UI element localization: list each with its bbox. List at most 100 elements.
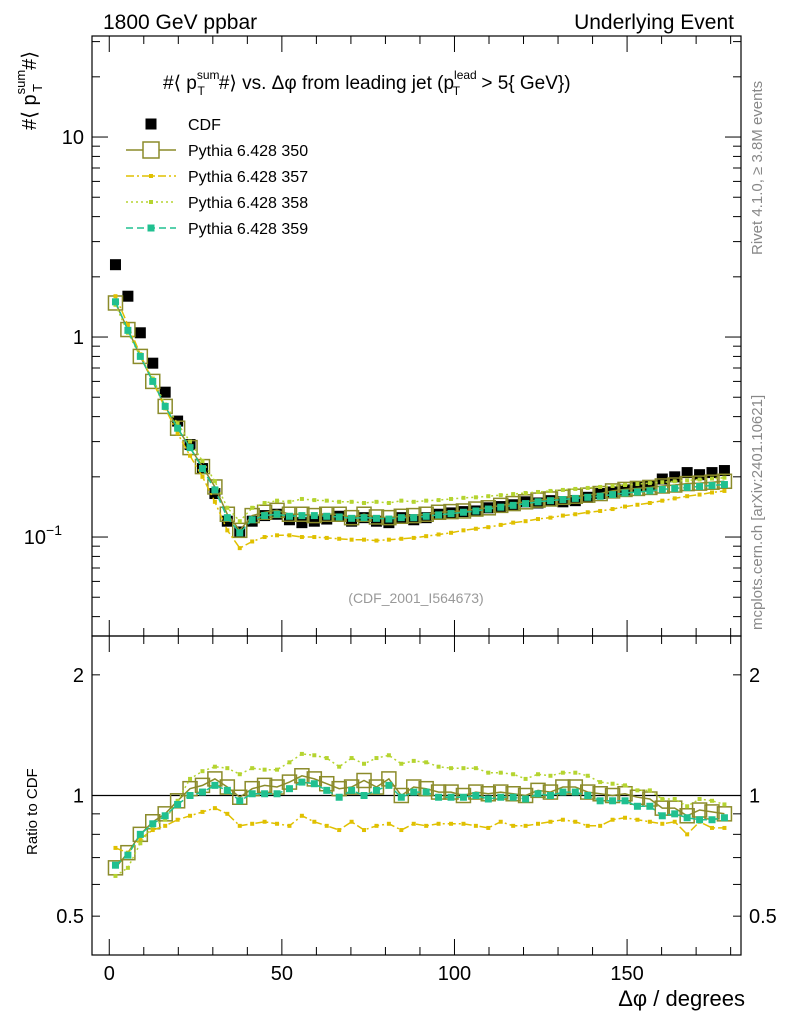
data-point — [498, 493, 503, 498]
series-pythia-6-428-357 — [113, 294, 727, 551]
data-point — [372, 786, 380, 794]
data-point — [161, 812, 169, 820]
data-point — [225, 528, 230, 533]
data-point — [212, 499, 217, 504]
data-point — [237, 772, 242, 777]
data-point — [584, 493, 592, 501]
data-point — [609, 491, 617, 499]
data-point — [486, 825, 491, 830]
data-point — [635, 502, 640, 507]
data-point — [681, 467, 693, 479]
data-point — [610, 817, 615, 822]
data-point — [694, 469, 706, 481]
data-point — [250, 766, 255, 771]
data-point — [275, 498, 280, 503]
data-point — [697, 797, 702, 802]
data-point — [111, 298, 119, 306]
data-point — [672, 496, 677, 501]
data-point — [188, 439, 193, 444]
data-point — [424, 760, 429, 765]
data-point — [436, 821, 441, 826]
data-point — [509, 501, 517, 509]
legend-entry: CDF — [145, 117, 221, 134]
data-point — [324, 756, 329, 761]
data-point — [492, 497, 509, 514]
data-point — [697, 492, 702, 497]
data-point — [250, 505, 255, 510]
data-point — [548, 819, 553, 824]
data-point — [337, 764, 342, 769]
data-point — [691, 475, 708, 491]
y-tick-label-right: 2 — [749, 665, 760, 687]
series-pythia-6-428-350 — [107, 295, 733, 539]
data-point — [473, 495, 478, 500]
data-point — [335, 793, 343, 801]
data-point — [647, 819, 652, 824]
data-point — [411, 821, 416, 826]
data-point — [461, 766, 466, 771]
data-point — [522, 795, 530, 803]
data-point — [536, 489, 541, 494]
data-point — [399, 536, 404, 541]
data-point — [174, 800, 182, 808]
data-point — [287, 533, 292, 538]
data-point — [559, 496, 567, 504]
data-point — [497, 793, 505, 801]
data-point — [635, 788, 640, 793]
legend-entry: Pythia 6.428 357 — [126, 169, 308, 186]
data-point — [534, 790, 542, 798]
data-point — [248, 516, 256, 524]
data-point — [281, 506, 298, 522]
data-point — [672, 797, 677, 802]
x-tick-label: 100 — [438, 963, 471, 985]
data-point — [461, 528, 466, 533]
y-tick-label-right: 0.5 — [749, 906, 777, 928]
data-point — [685, 478, 690, 483]
data-point — [296, 517, 308, 529]
data-point — [198, 465, 206, 473]
data-point — [175, 431, 180, 436]
data-point — [362, 828, 367, 833]
data-point — [473, 526, 478, 531]
data-point — [163, 817, 168, 822]
data-point — [200, 474, 205, 479]
y-tick-label-right: 1 — [749, 786, 760, 808]
data-point — [147, 357, 159, 369]
series-pythia-6-428-357 — [113, 806, 727, 855]
data-point — [312, 498, 317, 503]
data-point — [621, 797, 629, 805]
data-point — [250, 821, 255, 826]
data-point — [449, 530, 454, 535]
data-point — [362, 500, 367, 505]
data-point — [399, 498, 404, 503]
data-point — [436, 498, 441, 503]
data-point — [411, 758, 416, 763]
data-point — [683, 814, 691, 822]
data-point — [125, 322, 130, 327]
data-point — [461, 821, 466, 826]
data-point — [596, 492, 604, 500]
analysis-label: (CDF_2001_I564673) — [348, 590, 483, 606]
data-point — [273, 510, 281, 518]
data-point — [223, 786, 231, 794]
data-point — [708, 481, 716, 489]
legend-label: Pythia 6.428 357 — [188, 169, 308, 186]
data-point — [393, 787, 410, 804]
data-point — [598, 508, 603, 513]
data-point — [560, 513, 565, 518]
data-point — [188, 776, 193, 781]
header-right: Underlying Event — [574, 11, 734, 34]
data-point — [237, 519, 242, 524]
data-point — [368, 779, 385, 795]
data-point — [418, 506, 434, 522]
data-point — [250, 539, 255, 544]
data-point — [324, 823, 329, 828]
data-point — [447, 510, 455, 518]
series-line — [115, 753, 725, 877]
data-point — [660, 821, 665, 826]
data-point — [647, 481, 652, 486]
data-point — [113, 845, 118, 850]
series-line — [114, 302, 725, 532]
data-point — [585, 773, 590, 778]
data-point — [308, 515, 320, 527]
